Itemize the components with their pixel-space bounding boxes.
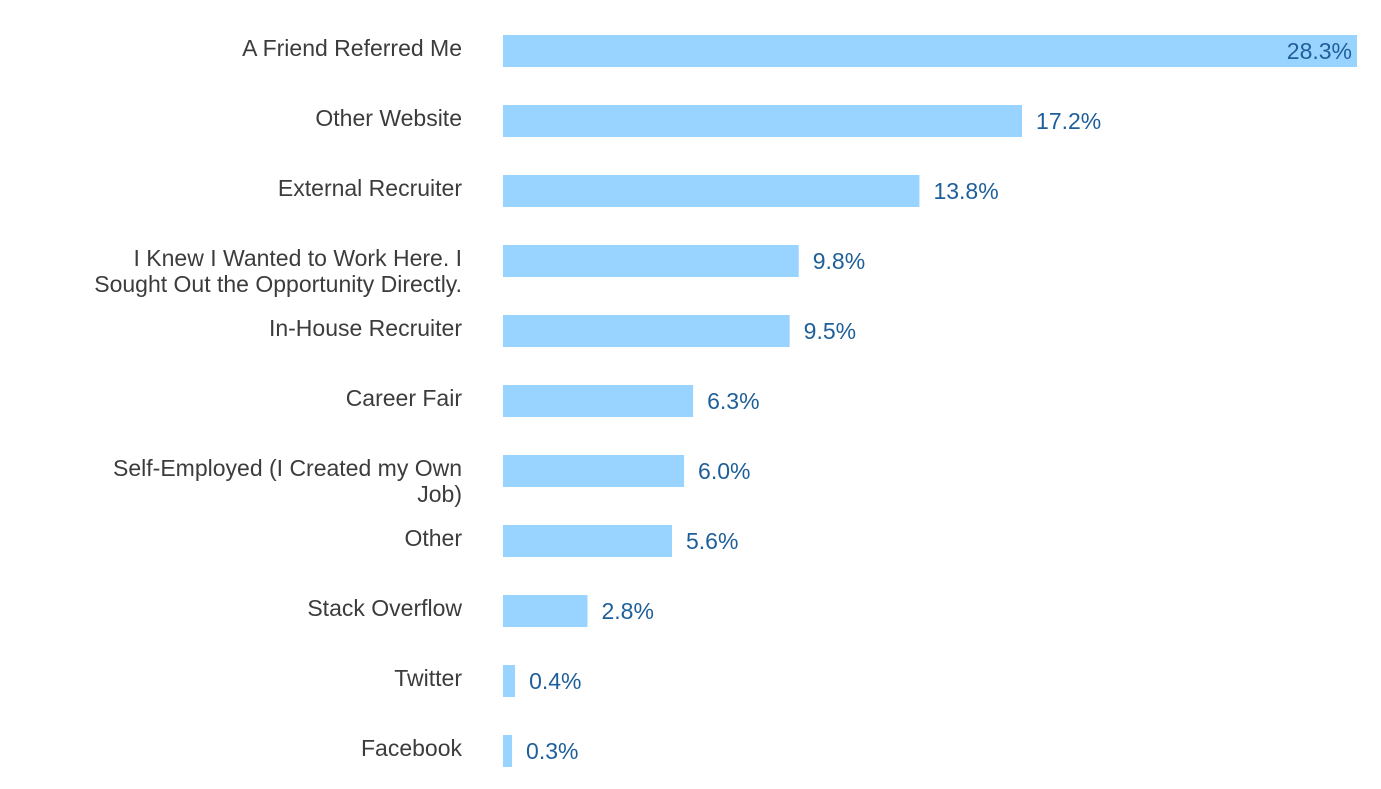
- bar: [503, 315, 790, 347]
- category-label: Self-Employed (I Created my Own Job): [113, 455, 462, 507]
- value-label: 6.3%: [707, 388, 759, 414]
- bar: [503, 35, 1357, 67]
- category-label: In-House Recruiter: [269, 315, 462, 341]
- value-labels: 28.3% 17.2% 13.8% 9.8% 9.5% 6.3% 6.0% 5.6% 2.8% 0…: [526, 38, 1352, 764]
- value-label: 5.6%: [686, 528, 738, 554]
- category-label: Other: [404, 525, 462, 551]
- category-label: Facebook: [361, 735, 463, 761]
- bar: [503, 665, 516, 697]
- category-label: Other Website: [315, 105, 462, 131]
- value-label: 9.5%: [804, 318, 856, 344]
- value-label: 0.3%: [526, 738, 578, 764]
- value-label: 6.0%: [698, 458, 750, 484]
- bars: [503, 35, 1357, 767]
- bar: [503, 245, 799, 277]
- bar: [503, 175, 920, 207]
- category-label: Stack Overflow: [307, 595, 462, 621]
- bar: [503, 455, 685, 487]
- value-label: 2.8%: [601, 598, 653, 624]
- bar: [503, 595, 588, 627]
- value-label: 17.2%: [1036, 108, 1101, 134]
- category-label: Career Fair: [346, 385, 463, 411]
- category-label: External Recruiter: [278, 175, 462, 201]
- value-label: 28.3%: [1287, 38, 1352, 64]
- value-label: 9.8%: [813, 248, 865, 274]
- bar: [503, 385, 694, 417]
- category-label: Twitter: [394, 665, 462, 691]
- category-label: A Friend Referred Me: [242, 35, 462, 61]
- value-label: 13.8%: [933, 178, 998, 204]
- bar: [503, 105, 1023, 137]
- bar: [503, 735, 513, 767]
- category-labels: A Friend Referred Me Other Website Externa…: [94, 35, 462, 761]
- bar: [503, 525, 672, 557]
- category-label: I Knew I Wanted to Work Here. I Sought Ou…: [94, 245, 462, 297]
- value-label: 0.4%: [529, 668, 581, 694]
